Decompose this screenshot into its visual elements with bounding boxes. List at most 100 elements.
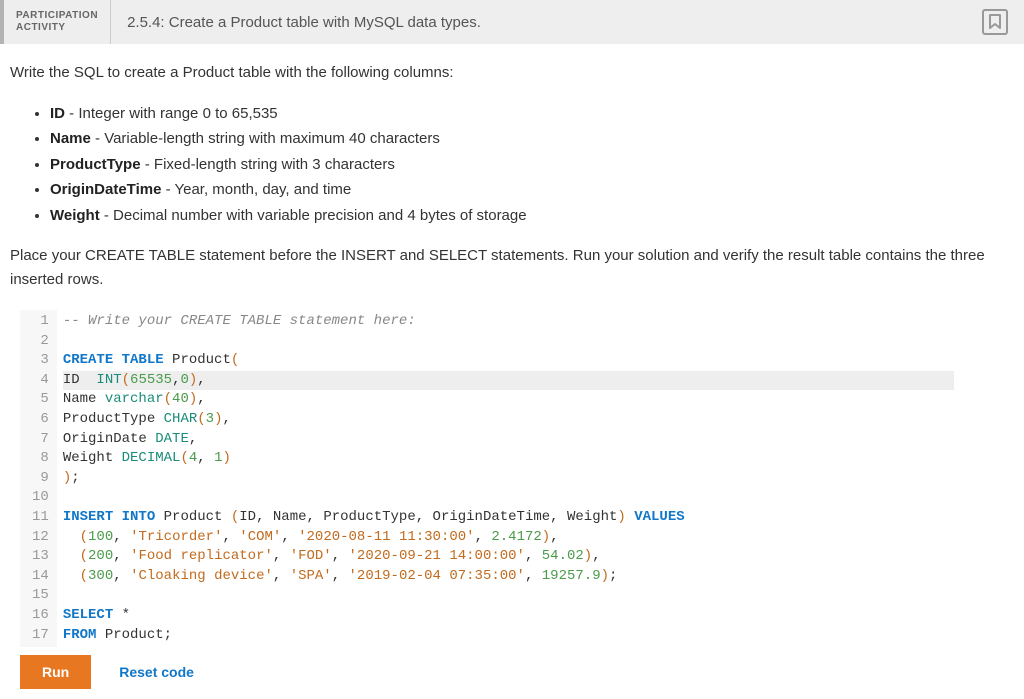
code-token: , [222,529,239,545]
code-area[interactable]: -- Write your CREATE TABLE statement her… [57,310,954,647]
code-token: ) [189,391,197,407]
code-line[interactable]: SELECT * [63,606,954,626]
code-line[interactable] [63,488,954,508]
instruction-text: Place your CREATE TABLE statement before… [10,244,1014,292]
code-token: ) [601,568,609,584]
line-number: 13 [32,547,49,567]
code-token: 'Cloaking device' [130,568,273,584]
pocket-icon [989,14,1001,30]
code-token: 200 [88,548,113,564]
code-line[interactable]: (200, 'Food replicator', 'FOD', '2020-09… [63,547,954,567]
code-token: , [113,548,130,564]
line-number: 12 [32,528,49,548]
code-line[interactable]: (300, 'Cloaking device', 'SPA', '2019-02… [63,567,954,587]
code-token: VALUES [634,509,684,525]
code-line[interactable]: FROM Product; [63,626,954,646]
code-line[interactable]: ); [63,469,954,489]
code-token: ( [197,411,205,427]
bookmark-button[interactable] [966,0,1024,44]
code-line[interactable]: -- Write your CREATE TABLE statement her… [63,312,954,332]
code-token: ) [63,470,71,486]
line-number: 17 [32,626,49,646]
code-token: , [197,450,214,466]
activity-label-line1: PARTICIPATION [16,10,98,22]
column-desc: - Variable-length string with maximum 40… [91,130,440,147]
code-token: 'Tricorder' [130,529,222,545]
code-line[interactable]: OriginDate DATE, [63,430,954,450]
list-item: ID - Integer with range 0 to 65,535 [50,101,1014,127]
code-token: -- Write your CREATE TABLE statement her… [63,313,416,329]
code-token: ) [617,509,625,525]
code-token: Product [96,627,163,643]
code-line[interactable]: (100, 'Tricorder', 'COM', '2020-08-11 11… [63,528,954,548]
code-token: Weight [567,509,617,525]
reset-code-link[interactable]: Reset code [119,664,194,680]
code-token: 19257.9 [542,568,601,584]
code-token: ( [180,450,188,466]
activity-title: 2.5.4: Create a Product table with MySQL… [111,0,497,44]
code-token: DATE [155,431,189,447]
activity-type-label: PARTICIPATION ACTIVITY [4,0,111,44]
code-token: ) [542,529,550,545]
code-token: , [273,568,290,584]
code-token: Product [164,352,231,368]
column-desc: - Integer with range 0 to 65,535 [65,105,278,122]
code-token: FROM [63,627,97,643]
code-line[interactable] [63,332,954,352]
code-token [63,548,80,564]
code-token [63,529,80,545]
code-token: , [550,529,558,545]
prompt-text: Write the SQL to create a Product table … [10,62,1014,85]
code-token: , [281,529,298,545]
run-button[interactable]: Run [20,655,91,689]
code-line[interactable]: CREATE TABLE Product( [63,351,954,371]
code-token: 65535 [130,372,172,388]
code-token [63,568,80,584]
code-token: DECIMAL [122,450,181,466]
code-token: INSERT INTO [63,509,155,525]
activity-content: Write the SQL to create a Product table … [0,44,1024,699]
code-token: 'SPA' [290,568,332,584]
code-token: , [525,548,542,564]
code-token: , [197,372,205,388]
code-token: 'COM' [239,529,281,545]
code-token: 'FOD' [290,548,332,564]
line-number: 7 [32,430,49,450]
line-number: 3 [32,351,49,371]
code-line[interactable]: Weight DECIMAL(4, 1) [63,449,954,469]
code-token: * [113,607,130,623]
code-token: 0 [180,372,188,388]
code-token: , [113,568,130,584]
code-token: varchar [105,391,164,407]
line-number: 16 [32,606,49,626]
code-token: 40 [172,391,189,407]
column-desc: - Decimal number with variable precision… [100,207,527,224]
code-token: , [592,548,600,564]
column-name: ProductType [50,156,141,173]
code-token: OriginDateTime [433,509,551,525]
code-token: ( [80,529,88,545]
code-token [626,509,634,525]
column-desc: - Year, month, day, and time [161,181,351,198]
line-number: 14 [32,567,49,587]
code-token: ; [71,470,79,486]
code-line[interactable] [63,586,954,606]
code-editor[interactable]: 1234567891011121314151617 -- Write your … [20,310,954,647]
line-number: 10 [32,488,49,508]
code-token: OriginDate [63,431,155,447]
code-line[interactable]: ProductType CHAR(3), [63,410,954,430]
code-line[interactable]: Name varchar(40), [63,390,954,410]
code-token: ( [164,391,172,407]
line-number: 6 [32,410,49,430]
column-name: Name [50,130,91,147]
code-token: '2020-08-11 11:30:00' [298,529,474,545]
code-token: , [332,548,349,564]
code-line[interactable]: INSERT INTO Product (ID, Name, ProductTy… [63,508,954,528]
code-token: ( [231,352,239,368]
code-token: 100 [88,529,113,545]
code-line[interactable]: ID INT(65535,0), [63,371,954,391]
code-token: ( [122,372,130,388]
code-token: ID [63,372,97,388]
code-token: , [113,529,130,545]
line-number-gutter: 1234567891011121314151617 [20,310,57,647]
